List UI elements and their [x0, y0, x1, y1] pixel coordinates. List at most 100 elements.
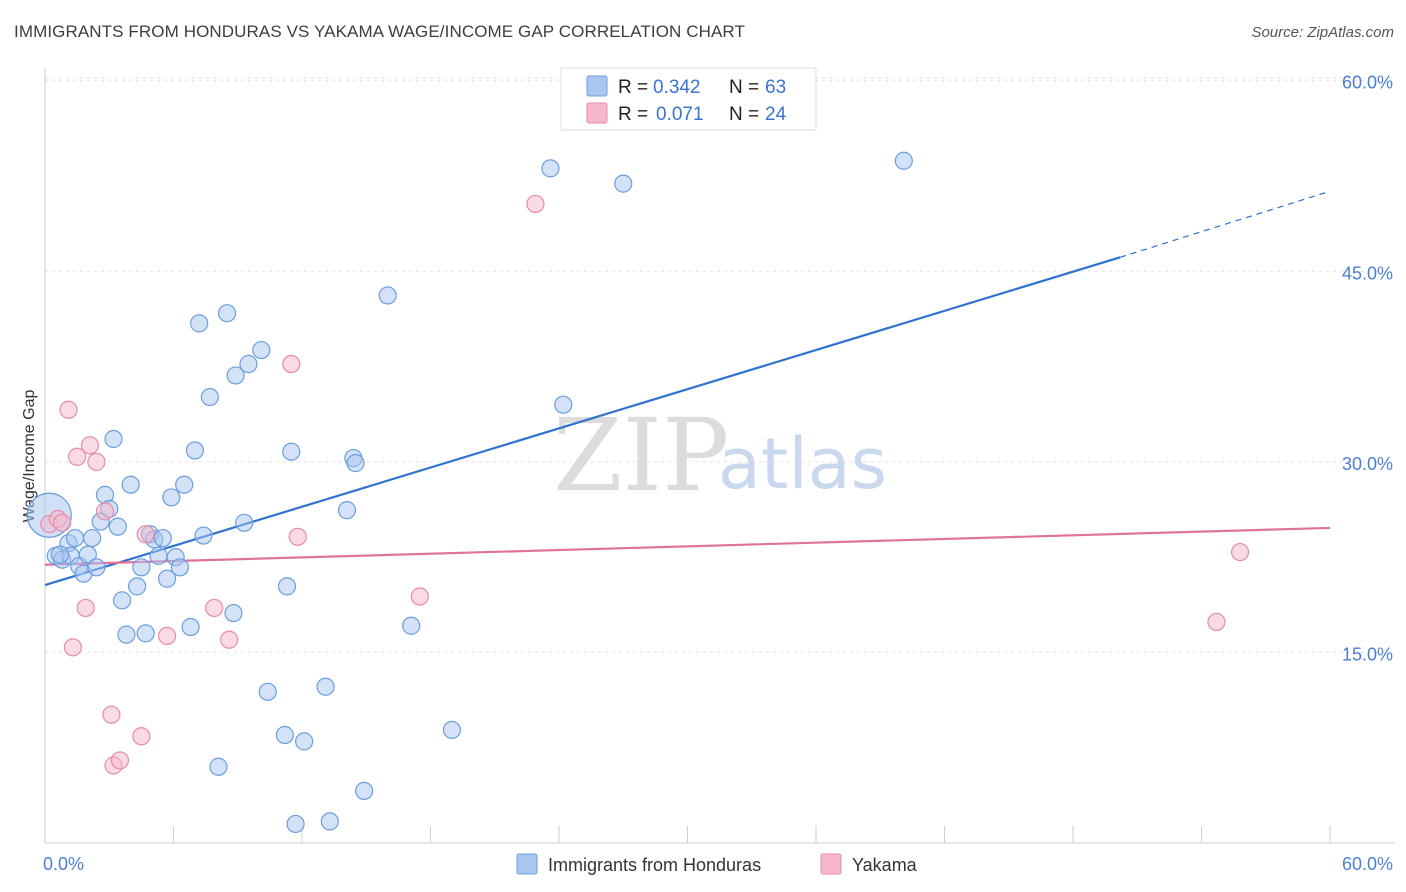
y-tick-label-0: 15.0%	[1342, 644, 1393, 664]
data-point	[355, 781, 374, 801]
series-legend: Immigrants from Honduras Yakama	[516, 853, 918, 875]
axes	[44, 68, 1395, 844]
data-point	[104, 429, 123, 449]
legend-r-label-honduras: R =	[618, 77, 648, 98]
legend-swatch-honduras	[586, 75, 608, 97]
legend-n-value-yakama: 24	[765, 104, 787, 125]
data-point	[320, 812, 339, 831]
data-point	[554, 395, 573, 414]
data-point	[239, 354, 258, 374]
data-point	[132, 727, 151, 746]
data-point	[224, 603, 243, 623]
data-point	[136, 525, 155, 544]
trend-line-0	[44, 256, 1121, 587]
data-point	[194, 526, 213, 545]
data-point	[286, 814, 305, 834]
data-point	[68, 447, 87, 466]
data-point	[83, 528, 102, 548]
data-point	[200, 387, 220, 407]
data-point	[541, 159, 560, 178]
watermark-atlas: atlas	[718, 423, 887, 505]
data-point	[316, 677, 335, 696]
data-point	[217, 304, 237, 323]
data-point	[220, 630, 239, 649]
data-point	[136, 624, 155, 643]
legend-r-value-yakama: 0.071	[656, 104, 704, 125]
data-point	[614, 174, 633, 193]
data-point	[1230, 542, 1250, 562]
data-point	[65, 528, 85, 548]
data-point	[127, 577, 147, 596]
data-point	[87, 558, 106, 577]
data-point	[442, 720, 462, 740]
y-axis-label: Wage/Income Gap	[21, 390, 38, 523]
data-point	[346, 454, 365, 473]
data-point	[59, 400, 78, 419]
trend-line-extension-0	[1119, 190, 1331, 258]
data-point	[205, 598, 224, 618]
data-point	[153, 528, 172, 548]
data-point	[235, 513, 254, 532]
data-point	[337, 501, 357, 520]
data-point	[170, 558, 190, 577]
data-point	[209, 757, 228, 776]
series-1-points	[40, 194, 1250, 775]
data-point	[288, 527, 307, 546]
data-point	[110, 751, 130, 770]
data-point	[149, 546, 168, 565]
bottom-legend-label-honduras: Immigrants from Honduras	[548, 855, 761, 875]
legend-r-value-honduras: 0.342	[653, 77, 701, 98]
trend-line-1	[44, 526, 1331, 566]
data-point	[76, 598, 95, 618]
source-credit: Source: ZipAtlas.com	[1251, 24, 1394, 41]
data-point	[378, 286, 397, 305]
chart-title: IMMIGRANTS FROM HONDURAS VS YAKAMA WAGE/…	[14, 22, 745, 41]
bottom-legend-swatch-yakama	[820, 853, 842, 875]
data-point	[282, 354, 301, 374]
data-point	[50, 545, 70, 564]
data-point	[252, 340, 271, 360]
y-tick-label-3: 60.0%	[1342, 73, 1393, 93]
data-point	[162, 488, 181, 507]
bottom-legend-swatch-honduras	[516, 853, 538, 875]
data-point	[526, 194, 545, 214]
x-tick-labels: 0.0% 60.0%	[43, 854, 1393, 874]
y-tick-label-1: 30.0%	[1342, 454, 1393, 474]
data-point	[190, 314, 209, 333]
trend-lines	[44, 190, 1331, 587]
data-point	[132, 558, 151, 577]
data-point	[53, 513, 72, 532]
data-point	[226, 366, 245, 385]
stats-legend: R = 0.342 N = 63 R = 0.071 N = 24	[560, 67, 817, 131]
data-point	[295, 732, 314, 751]
data-point	[181, 617, 200, 637]
data-point	[275, 725, 294, 745]
data-point	[410, 587, 429, 606]
data-point	[1207, 612, 1226, 632]
data-point	[112, 591, 132, 610]
data-point	[80, 436, 100, 455]
data-point	[108, 517, 127, 536]
data-point	[185, 441, 205, 460]
data-point	[102, 705, 121, 724]
x-tick-label-start: 0.0%	[43, 854, 84, 874]
x-tick-label-end: 60.0%	[1342, 854, 1393, 874]
data-point	[95, 502, 115, 521]
y-tick-label-2: 45.0%	[1342, 263, 1393, 283]
y-tick-labels: 15.0% 30.0% 45.0% 60.0%	[1342, 73, 1393, 665]
data-point	[402, 616, 421, 635]
watermark-zip: ZIP	[553, 397, 729, 514]
series-points	[26, 151, 1250, 834]
data-point	[117, 625, 136, 644]
legend-n-label-yakama: N =	[729, 104, 759, 125]
data-point	[87, 452, 106, 471]
data-point	[277, 577, 297, 596]
data-point	[282, 442, 301, 461]
legend-n-value-honduras: 63	[765, 77, 786, 98]
legend-n-label-honduras: N =	[729, 77, 759, 98]
data-point	[157, 626, 177, 646]
data-point	[157, 569, 177, 588]
data-point	[121, 475, 140, 494]
bottom-legend-label-yakama: Yakama	[852, 855, 918, 875]
